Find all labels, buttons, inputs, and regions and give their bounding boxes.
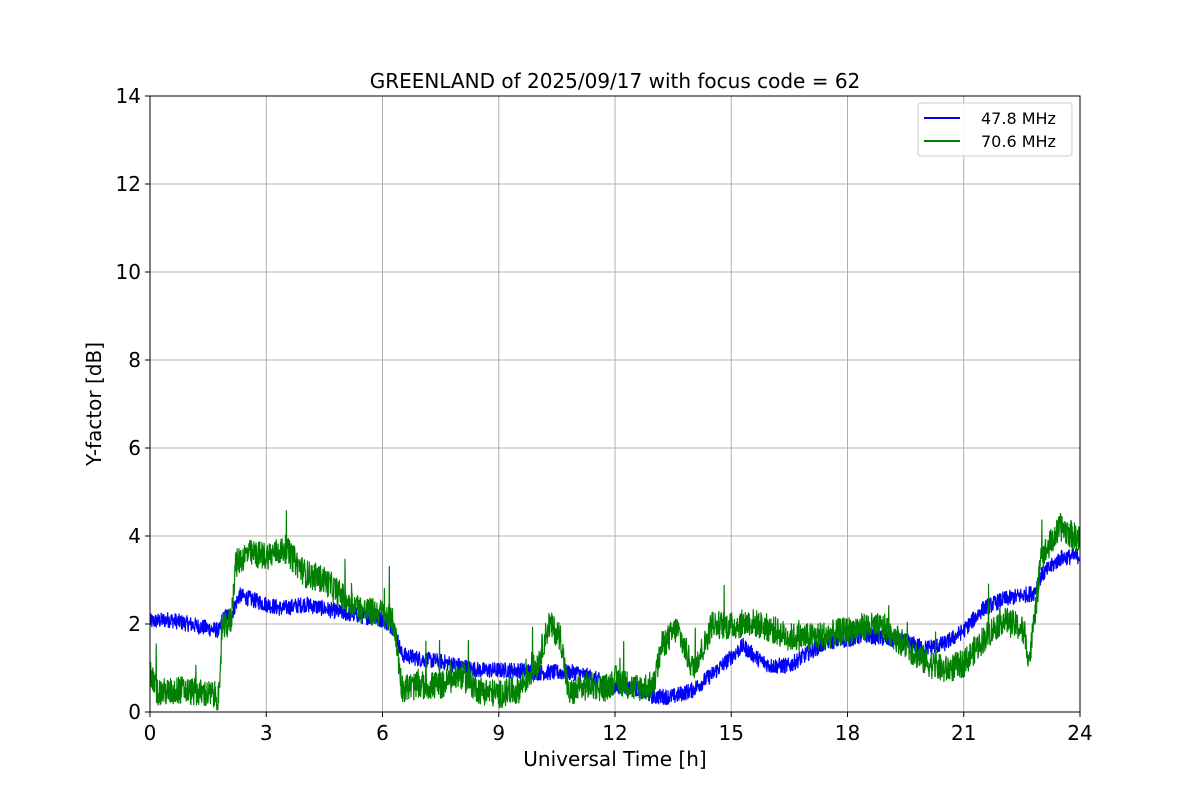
plot-area — [149, 510, 1081, 711]
y-tick-label: 6 — [128, 436, 141, 460]
legend: 47.8 MHz 70.6 MHz — [917, 102, 1073, 157]
x-axis-title: Universal Time [h] — [523, 747, 706, 771]
legend-box — [917, 102, 1073, 157]
y-tick-label: 4 — [128, 524, 141, 548]
series-line-70-6-mhz — [149, 510, 1081, 711]
y-tick-label: 10 — [116, 260, 141, 284]
y-tick-label: 0 — [128, 700, 141, 724]
y-axis-title: Y-factor [dB] — [82, 342, 106, 467]
y-tick-label: 2 — [128, 612, 141, 636]
legend-label-70-6-mhz: 70.6 MHz — [981, 132, 1056, 151]
x-tick-label: 6 — [376, 721, 389, 745]
x-tick-label: 24 — [1067, 721, 1092, 745]
x-tick-label: 3 — [260, 721, 273, 745]
x-tick-label: 0 — [144, 721, 157, 745]
y-axis: 0 2 4 6 8 10 12 14 — [116, 84, 150, 724]
y-tick-label: 14 — [116, 84, 141, 108]
legend-label-47-8-mhz: 47.8 MHz — [981, 109, 1056, 128]
y-tick-label: 12 — [116, 172, 141, 196]
x-tick-label: 12 — [602, 721, 627, 745]
x-tick-label: 15 — [719, 721, 744, 745]
chart-title: GREENLAND of 2025/09/17 with focus code … — [370, 69, 861, 93]
x-axis: 0 3 6 9 12 15 18 21 24 — [144, 712, 1093, 745]
x-tick-label: 21 — [951, 721, 976, 745]
x-tick-label: 9 — [492, 721, 505, 745]
y-tick-label: 8 — [128, 348, 141, 372]
x-tick-label: 18 — [835, 721, 860, 745]
